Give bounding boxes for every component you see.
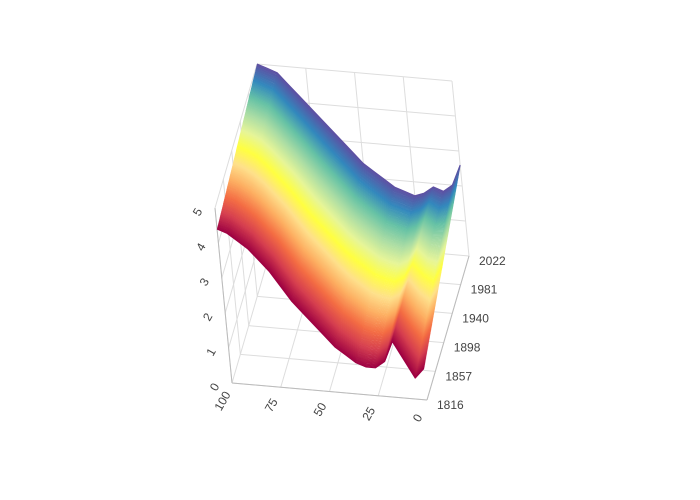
y-axis-ticks: 1816 1857 1898 1940 1981 2022 bbox=[437, 254, 506, 412]
z-axis-line bbox=[214, 207, 233, 384]
x-axis-ticks: 100 75 50 25 0 bbox=[211, 389, 425, 425]
series-lines bbox=[216, 63, 461, 379]
y-axis-line bbox=[426, 255, 470, 401]
back-wall-gridline bbox=[256, 63, 453, 82]
y-tick-label: 1981 bbox=[471, 283, 498, 297]
z-tick-label: 1 bbox=[203, 345, 219, 358]
series-line bbox=[216, 228, 425, 379]
z-tick-label: 2 bbox=[200, 310, 216, 323]
back-wall-gridline bbox=[451, 80, 470, 257]
y-tick-label: 1816 bbox=[437, 398, 464, 412]
z-tick-label: 4 bbox=[193, 240, 209, 253]
y-tick-label: 2022 bbox=[479, 254, 506, 268]
y-tick-label: 1857 bbox=[445, 369, 472, 383]
x-tick-label: 75 bbox=[262, 396, 281, 415]
floor-gridline bbox=[240, 353, 436, 372]
z-tick-label: 5 bbox=[190, 205, 206, 218]
y-tick-label: 1940 bbox=[462, 311, 489, 325]
side-wall-gridline bbox=[214, 63, 258, 209]
x-axis-line bbox=[231, 382, 428, 401]
series-line bbox=[256, 65, 461, 198]
x-tick-label: 0 bbox=[410, 411, 426, 424]
x-tick-label: 100 bbox=[211, 389, 233, 414]
x-tick-label: 25 bbox=[359, 404, 378, 423]
z-tick-label: 3 bbox=[197, 275, 213, 288]
y-tick-label: 1898 bbox=[454, 341, 481, 355]
x-tick-label: 50 bbox=[311, 400, 330, 419]
